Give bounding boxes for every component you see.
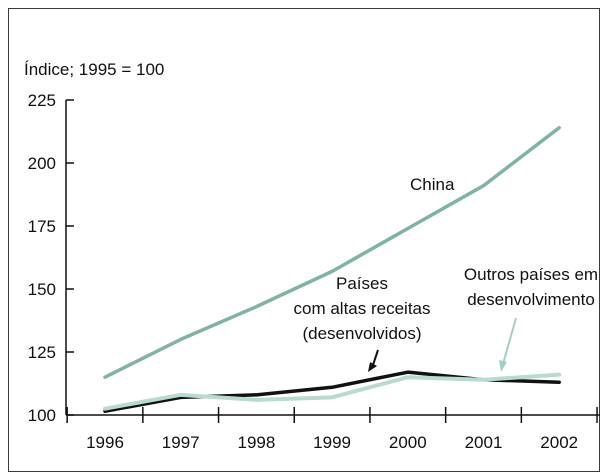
annotations: China Países com altas receitas (desenvo…: [294, 175, 598, 372]
x-tick-label: 2002: [540, 433, 578, 452]
annotation-others-1: Outros países em: [464, 265, 598, 284]
y-tick-label: 175: [28, 217, 56, 236]
annotation-developed-2: com altas receitas: [294, 299, 431, 318]
x-tick-label: 1997: [162, 433, 200, 452]
x-tick-label: 1999: [313, 433, 351, 452]
x-tick-label: 2001: [465, 433, 503, 452]
x-tick-label: 2000: [389, 433, 427, 452]
annotation-developed-3: (desenvolvidos): [302, 324, 421, 343]
y-tick-label: 100: [28, 406, 56, 425]
x-ticks: 1996 1997 1998 1999 2000 2001 2002: [66, 407, 598, 452]
annotation-others-arrow: [502, 317, 517, 365]
annotation-developed-arrowhead: [368, 362, 377, 372]
annotation-developed-1: Países: [336, 274, 388, 293]
chart-frame: [8, 8, 600, 472]
axes: [65, 100, 600, 416]
x-tick-label: 1998: [237, 433, 275, 452]
annotation-others-2: desenvolvimento: [467, 290, 595, 309]
y-tick-label: 150: [28, 280, 56, 299]
series-others-line: [103, 372, 562, 411]
y-tick-label: 225: [28, 91, 56, 110]
series-china-line: [103, 125, 561, 379]
y-axis-label: Índice; 1995 = 100: [24, 60, 164, 79]
y-tick-label: 125: [28, 343, 56, 362]
y-ticks: 100 125 150 175 200 225: [28, 91, 74, 425]
x-tick-label: 1996: [86, 433, 124, 452]
series-lines: [103, 125, 562, 413]
annotation-others-arrowhead: [499, 360, 507, 372]
annotation-china: China: [410, 175, 455, 194]
y-tick-label: 200: [28, 154, 56, 173]
